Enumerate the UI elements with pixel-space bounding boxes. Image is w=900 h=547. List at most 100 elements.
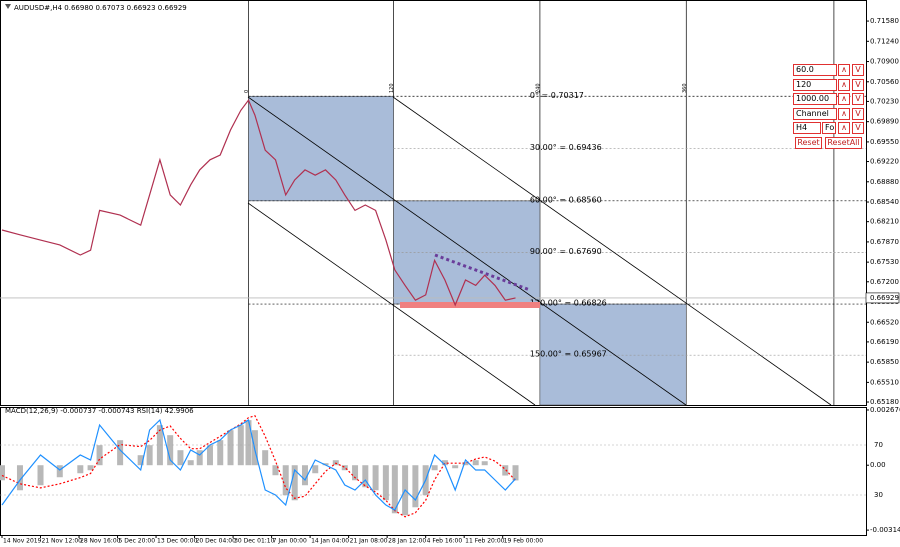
input-field[interactable]: 60.0 [793,64,837,76]
histogram-bar [196,450,203,466]
down-button[interactable]: V [852,122,864,134]
histogram-bar [227,430,234,466]
y-tick-label: 0.66520 [870,318,899,326]
trend-line [434,253,531,292]
histogram-bar [16,465,23,491]
histogram-bar [291,465,298,501]
main-frame [0,0,867,406]
drawing-layer: 0 120 240 360 0° = 0.70317 30.00° = 0.69436 60… [0,1,866,406]
histogram-bar [187,460,194,466]
x-tick-label: 7 Jan 00:00 [273,538,307,545]
series-layer [0,99,519,518]
histogram-bar [77,465,84,474]
series-line [1,418,516,511]
histogram-bar [301,465,308,486]
y2-tick-label: 30 [874,491,883,499]
y-tick-label: 0.002676 [870,406,900,414]
gann-level-label: 90.00° = 0.67690 [530,247,602,256]
histogram-bar [431,465,438,471]
histogram-bar [472,460,479,466]
y-tick-label: 0.67200 [870,278,899,286]
histogram-bar [512,465,519,481]
histogram-bar [391,465,398,514]
up-button[interactable]: ∧ [838,78,850,91]
gann-level-label: 150.00° = 0.65967 [530,350,607,359]
x-tick-label: 28 Jan 12:00 [388,538,426,545]
x-tick-label: 11 Feb 20:00 [465,538,505,545]
histogram-bar [452,465,459,469]
y-tick-label: 0.70230 [870,97,899,105]
y-tick-label: 0.00 [870,461,886,469]
x-tick-label: 4 Feb 16:00 [427,538,463,545]
price-label-box [865,292,900,304]
histogram-bar [137,455,144,466]
y-tick-label: 0.65180 [870,398,899,406]
down-button[interactable]: V [852,93,864,105]
gann-level-label: 60.00° = 0.68560 [530,195,602,204]
y-tick-label: 0.65850 [870,358,899,366]
down-button[interactable]: V [852,107,864,120]
histogram-bar [462,462,469,466]
channel-line [247,202,536,406]
histogram-bar [272,465,279,476]
up-button[interactable]: ∧ [838,93,850,105]
histogram-bar [96,445,103,466]
y-tick-label: 0.69890 [870,118,899,126]
time-line-label: 240 [535,83,541,93]
indicator-frame [0,407,867,536]
gann-level-label: 0° = 0.70317 [530,91,584,100]
down-button[interactable]: V [852,64,864,76]
y-tick-label: 0.67530 [870,258,899,266]
x-tick-label: 30 Dec 01:10 [234,538,275,545]
time-line-label: 120 [389,83,395,93]
input-field[interactable]: Channel [793,107,837,120]
y-tick-label: 0.71580 [870,17,899,25]
histogram-bar [217,440,224,466]
histogram-bar [322,463,329,466]
input-field[interactable]: Fo [822,122,836,134]
y-tick-label: 0.70560 [870,78,899,86]
time-line-label: 0 [244,90,250,93]
y-tick-label: 0.67870 [870,238,899,246]
histogram-bar [37,465,44,486]
input-field[interactable]: 120 [793,78,837,91]
x-tick-label: 13 Dec 00:00 [157,538,198,545]
x-tick-label: 14 Jan 04:00 [311,538,349,545]
input-field[interactable]: 1000.00 [793,93,837,105]
channel-line [247,96,687,406]
histogram-bar [372,465,379,491]
x-tick-label: 21 Nov 12:00 [42,538,83,545]
up-button[interactable]: ∧ [838,122,850,134]
input-field[interactable]: H4 [793,122,821,134]
histogram-bar [56,465,63,478]
gann-level-label: 30.00° = 0.69436 [530,143,602,152]
histogram-bar [262,450,269,466]
chart-title: AUDUSD#,H4 0.66980 0.67073 0.66923 0.669… [14,4,187,12]
price-label: 0.66929 [870,294,899,302]
time-line-label: 360 [682,83,688,93]
histogram-bar [117,440,124,466]
histogram-bar [481,461,488,466]
x-tick-label: 19 Feb 00:00 [504,538,544,545]
gann-level-label: 120.00° = 0.66826 [530,299,607,308]
reset-button[interactable]: Reset [795,137,822,149]
level-highlight [400,302,540,308]
y2-tick-label: 70 [874,441,883,449]
up-button[interactable]: ∧ [838,64,850,76]
reset-all-button[interactable]: ResetAll [825,137,862,149]
y-tick-label: 0.71240 [870,37,899,45]
down-button[interactable]: V [852,78,864,91]
y-tick-label: 0.69550 [870,138,899,146]
histogram-bar [502,465,509,476]
histogram-bar [282,465,289,496]
histogram-bar [206,445,213,466]
histogram-bar [312,465,319,474]
histogram-bar [341,465,348,471]
up-button[interactable]: ∧ [838,107,850,120]
x-tick-label: 28 Nov 16:00 [80,538,121,545]
histogram-bar [146,445,153,466]
histogram-bar [0,465,5,481]
x-tick-label: 21 Jan 08:00 [350,538,388,545]
